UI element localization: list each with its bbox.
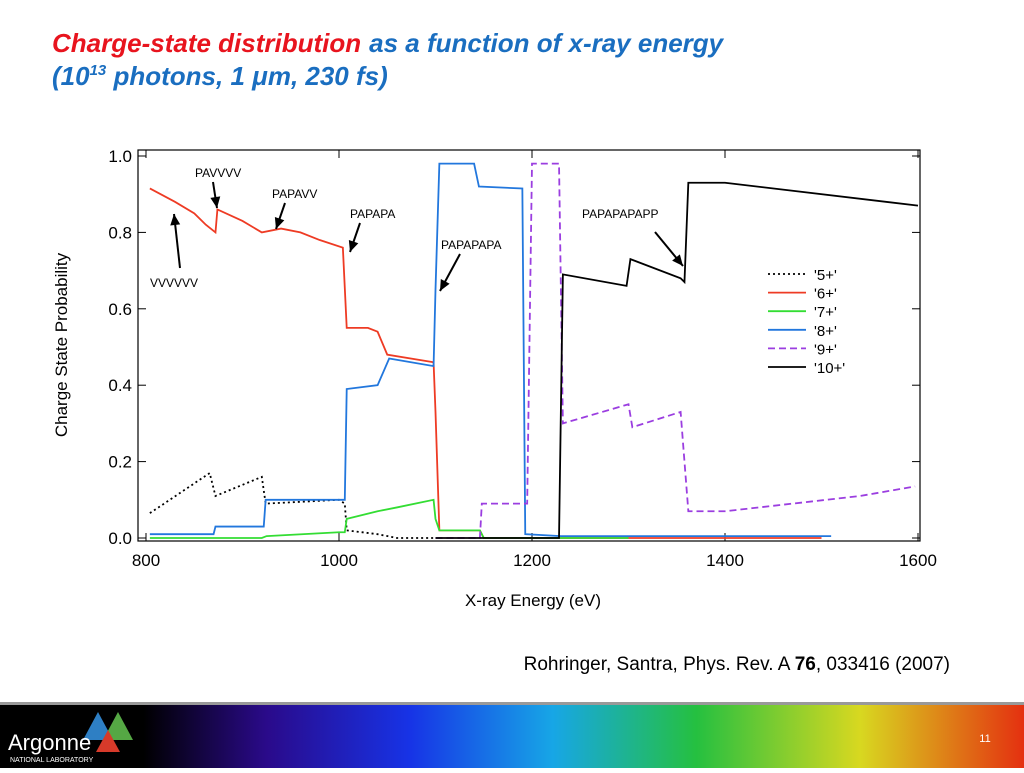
arrow-head [210,196,221,208]
title-rest: as a function of x-ray energy [369,28,725,58]
footer-rule [0,702,1024,705]
legend-label: '6+' [814,286,837,303]
arrow-head [440,278,450,291]
citation-volume: 76 [795,654,816,675]
y-tick-label: 0.0 [108,529,132,548]
y-tick-label: 1.0 [108,147,132,166]
x-tick-label: 1600 [899,551,937,570]
citation-part: , 033416 (2007) [816,654,950,675]
y-axis-label: Charge State Probability [52,252,71,437]
series-line [435,162,916,539]
y-tick-label: 0.6 [108,300,132,319]
series-line [149,187,822,539]
x-tick-label: 1000 [320,551,358,570]
title-lead: Charge-state distribution [52,28,361,58]
subtitle: (1013 photons, 1 μm, 230 fs) [52,61,388,91]
legend-label: '5+' [814,267,837,284]
y-tick-label: 0.4 [108,376,132,395]
plot-frame [137,149,921,542]
citation-part: Rohringer, Santra, Phys. Rev. A [524,654,795,675]
subtitle-part: (10 [52,61,90,91]
arrow-head [274,216,285,229]
series-line [149,162,832,537]
x-axis-label: X-ray Energy (eV) [465,591,601,610]
page-number: 11 [979,733,990,745]
series-line [149,471,436,539]
annotation: PAPAPAPA [441,238,501,252]
logo-triangle [103,712,133,740]
x-tick-label: 1400 [706,551,744,570]
annotation: PAPAPAPAPP [582,207,658,221]
arrow-head [170,214,181,226]
legend-label: '9+' [814,341,837,358]
logo-text: Argonne [8,730,91,755]
legend-label: '7+' [814,304,837,321]
series-line [435,181,919,539]
series-line [149,498,629,539]
arrow-head [672,254,683,266]
legend-label: '8+' [814,323,837,340]
logo-triangle [83,712,113,740]
footer-band [0,705,1024,768]
legend-label: '10+' [814,360,845,377]
title: Charge-state distribution as a function o… [52,28,725,58]
subtitle-sup: 13 [90,62,107,79]
annotation: PAPAPA [350,207,395,221]
x-tick-label: 1200 [513,551,551,570]
logo-triangle [96,730,120,752]
logo-subtext: NATIONAL LABORATORY [10,757,94,764]
y-tick-label: 0.8 [108,223,132,242]
annotation: PAVVVV [195,166,241,180]
annotation: PAPAVV [272,187,317,201]
y-tick-label: 0.2 [108,453,132,472]
arrow-head [348,239,359,252]
subtitle-part: photons, 1 μm, 230 fs) [106,61,388,91]
annotation: VVVVVV [150,276,198,290]
citation: Rohringer, Santra, Phys. Rev. A 76, 0334… [524,654,950,675]
x-tick-label: 800 [132,551,160,570]
